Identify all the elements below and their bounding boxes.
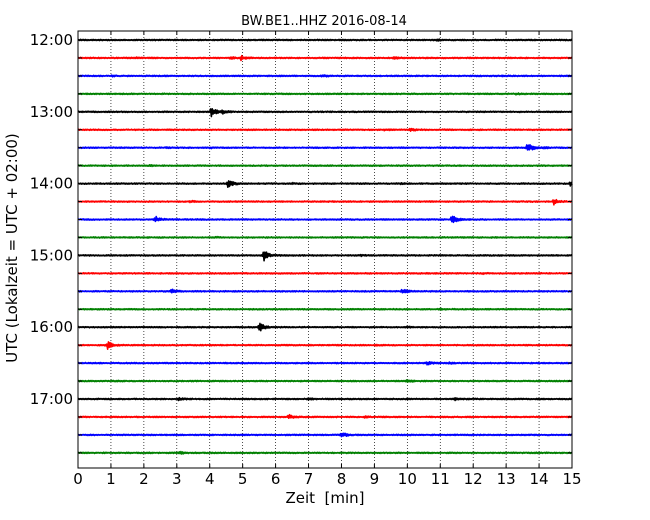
- trace-line-1630: [77, 360, 573, 366]
- trace-line-1515: [77, 271, 573, 276]
- trace-line-1215: [77, 54, 573, 62]
- x-axis-ticks: 0 1 2 3 4 5 6 7 8 9 10 11 12 13 14 15: [73, 31, 582, 488]
- x-tick-label: 9: [370, 470, 380, 488]
- y-tick-label: 12:00: [30, 31, 73, 49]
- trace-line-1545: [77, 307, 573, 311]
- trace-line-1745: [77, 450, 573, 455]
- trace-line-1230: [77, 74, 573, 78]
- x-tick-label: 1: [106, 470, 116, 488]
- x-tick-label: 7: [304, 470, 314, 488]
- plot-frame: [77, 30, 573, 469]
- x-tick-label: 2: [139, 470, 149, 488]
- x-tick-label: 6: [271, 470, 281, 488]
- x-tick-label: 8: [337, 470, 347, 488]
- trace-area: [77, 38, 573, 455]
- y-axis-ticks: 12:00 13:00 14:00 15:00 16:00 17:00: [30, 31, 572, 454]
- x-tick-label: 14: [530, 470, 549, 488]
- x-tick-label: 0: [73, 470, 83, 488]
- trace-line-1400: [77, 180, 573, 189]
- x-tick-label: 3: [172, 470, 182, 488]
- trace-line-1600: [77, 322, 573, 332]
- x-axis-label: Zeit [min]: [285, 489, 364, 507]
- trace-line-1200: [77, 38, 573, 42]
- x-tick-label: 5: [238, 470, 248, 488]
- trace-line-1715: [77, 413, 573, 420]
- x-tick-label: 11: [431, 470, 450, 488]
- trace-line-1430: [77, 215, 573, 224]
- trace-line-1330: [77, 144, 573, 151]
- trace-line-1300: [77, 107, 573, 118]
- trace-line-1315: [77, 127, 573, 132]
- x-tick-label: 4: [205, 470, 215, 488]
- grid-lines: [110, 31, 540, 468]
- y-axis-label: UTC (Lokalzeit = UTC + 02:00): [3, 133, 21, 363]
- x-tick-label: 10: [398, 470, 417, 488]
- trace-line-1345: [77, 163, 573, 168]
- trace-line-1615: [77, 341, 573, 350]
- trace-line-1700: [77, 396, 573, 402]
- chart-title: BW.BE1..HHZ 2016-08-14: [241, 14, 407, 29]
- y-tick-label: 17:00: [30, 390, 73, 408]
- trace-line-1445: [77, 235, 573, 239]
- x-tick-label: 15: [562, 470, 581, 488]
- y-tick-label: 14:00: [30, 175, 73, 193]
- trace-line-1500: [77, 251, 573, 262]
- y-tick-label: 15:00: [30, 246, 73, 264]
- trace-line-1530: [77, 288, 573, 294]
- y-tick-label: 16:00: [30, 318, 73, 336]
- trace-line-1245: [77, 92, 573, 96]
- trace-line-1415: [77, 198, 573, 206]
- x-tick-label: 13: [497, 470, 516, 488]
- x-tick-label: 12: [464, 470, 483, 488]
- trace-line-1730: [77, 432, 573, 438]
- y-tick-label: 13:00: [30, 103, 73, 121]
- trace-line-1645: [77, 379, 573, 383]
